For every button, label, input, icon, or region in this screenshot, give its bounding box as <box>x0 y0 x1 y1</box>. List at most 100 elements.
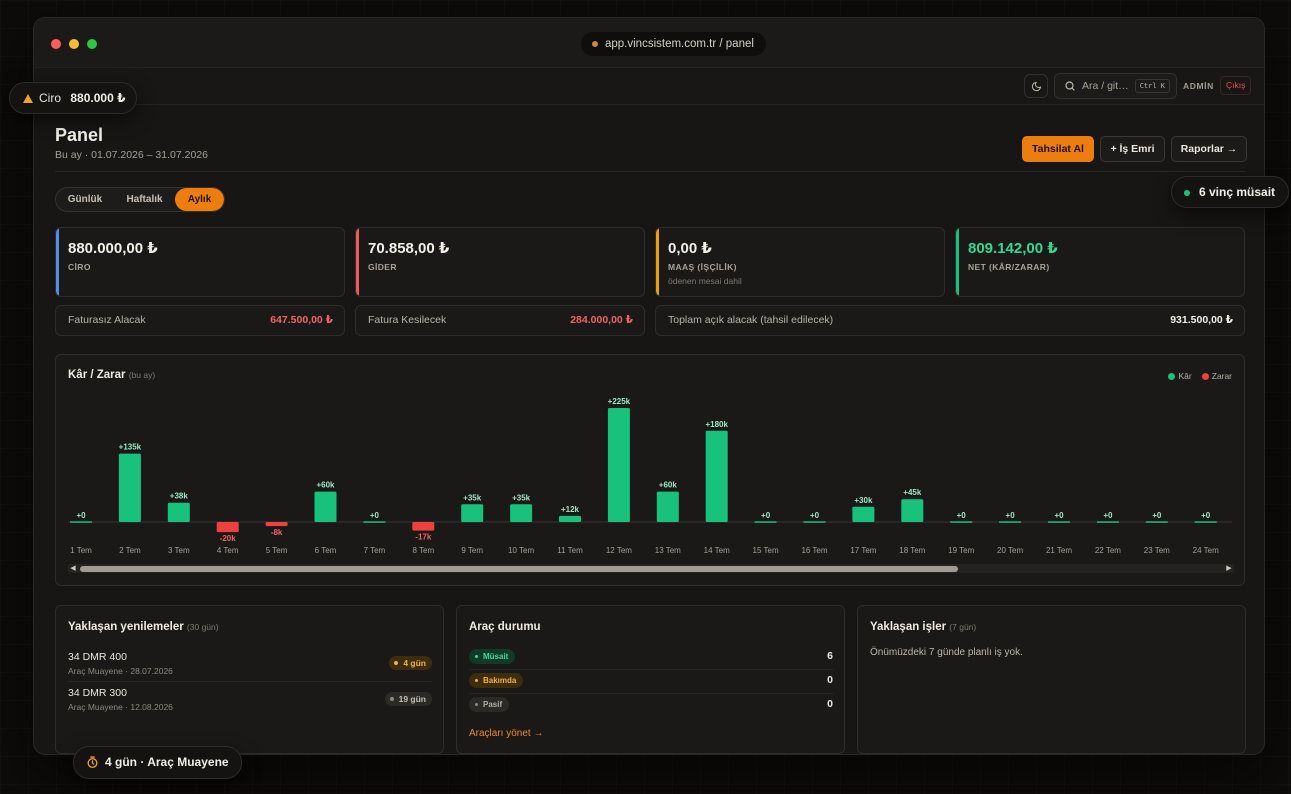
tab-weekly[interactable]: Haftalık <box>126 194 163 205</box>
chart-bar[interactable] <box>70 521 92 523</box>
bar-value-label: +0 <box>1152 511 1162 520</box>
status-count: 6 <box>827 650 833 662</box>
chart-bar[interactable] <box>167 502 190 522</box>
chart-bar[interactable] <box>852 506 875 522</box>
chart-bar[interactable] <box>1096 521 1119 523</box>
chart-bar[interactable] <box>1194 521 1217 523</box>
receivable-value: 284.000,00 ₺ <box>570 314 633 326</box>
chart-bar[interactable] <box>510 504 533 522</box>
tab-daily[interactable]: Günlük <box>67 194 103 205</box>
x-tick-label: 4 Tem <box>217 546 239 555</box>
timer-icon <box>87 756 98 769</box>
scroll-left-arrow-icon[interactable]: ◀ <box>70 565 76 572</box>
bar-value-label: +0 <box>76 511 86 520</box>
receivable-value: 647.500,00 ₺ <box>270 314 333 326</box>
status-row-passive: Pasif 0 <box>469 697 833 713</box>
available-dot-icon <box>1184 190 1190 196</box>
reports-button[interactable]: Raporlar → <box>1171 136 1247 162</box>
bar-value-label: -20k <box>220 534 237 543</box>
vehicle-status-panel: Araç durumu Müsait 6 Bakımda 0 Pasif 0 A… <box>456 605 845 754</box>
bar-value-label: +0 <box>957 511 967 520</box>
page-subtitle: Bu ay · 01.07.2026 – 31.07.2026 <box>55 149 208 161</box>
kpi-accent-bar <box>356 228 359 296</box>
status-label: Pasif <box>483 700 503 709</box>
manage-vehicles-link[interactable]: Araçları yönet → <box>469 728 544 739</box>
receivable-value: 931.500,00 ₺ <box>1170 314 1233 326</box>
x-tick-label: 2 Tem <box>119 546 141 555</box>
chart-bar[interactable] <box>118 453 141 522</box>
list-item[interactable]: 34 DMR 300 Araç Muayene · 12.08.2026 19 … <box>68 687 432 712</box>
chart-bar[interactable] <box>1048 521 1070 523</box>
chart-subtitle: (bu ay) <box>128 370 156 380</box>
chart-bar[interactable] <box>656 491 679 522</box>
logout-button[interactable]: Çıkış <box>1220 76 1252 95</box>
chart-bar[interactable] <box>412 522 435 531</box>
chart-title-text: Kâr / Zarar <box>68 369 126 381</box>
close-window-button[interactable] <box>51 39 61 49</box>
vehicle-status-title: Araç durumu <box>469 621 541 633</box>
renewal-detail: Araç Muayene · 28.07.2026 <box>68 666 173 676</box>
status-dot-icon <box>475 703 478 706</box>
chart-bar[interactable] <box>461 504 484 522</box>
receivable-uninvoiced: Faturasız Alacak 647.500,00 ₺ <box>55 305 345 336</box>
chart-bar[interactable] <box>607 408 630 522</box>
chart-bar[interactable] <box>314 491 337 522</box>
chart-scrollbar[interactable]: ◀ ▶ <box>68 564 1234 573</box>
browser-titlebar: app.vincsistem.com.tr / panel <box>34 18 1264 68</box>
bar-value-label: +0 <box>370 511 380 520</box>
renewals-panel: Yaklaşan yenilemeler (30 gün) 34 DMR 400… <box>55 605 444 754</box>
chart-bar[interactable] <box>901 499 924 522</box>
chart-bar[interactable] <box>803 521 826 523</box>
legend-item-loss: Zarar <box>1201 371 1232 381</box>
available-cranes-text: 6 vinç müsait <box>1199 185 1276 199</box>
chart-bar[interactable] <box>1145 521 1168 523</box>
collect-payment-button[interactable]: Tahsilat Al <box>1022 136 1094 162</box>
chart-bar[interactable] <box>754 521 777 523</box>
bar-value-label: -8k <box>271 528 283 537</box>
chart-bar[interactable] <box>999 521 1022 523</box>
x-tick-label: 17 Tem <box>850 546 876 555</box>
legend-item-profit: Kâr <box>1168 371 1192 381</box>
address-bar[interactable]: app.vincsistem.com.tr / panel <box>581 32 766 56</box>
kpi-accent-bar <box>56 228 59 296</box>
legend-swatch <box>1168 372 1176 380</box>
x-tick-label: 13 Tem <box>655 546 681 555</box>
chart-bar[interactable] <box>705 430 728 522</box>
kpi-label: CİRO <box>68 262 91 272</box>
chart-bar[interactable] <box>950 521 973 523</box>
upcoming-jobs-title: Yaklaşan işler (7 gün) <box>870 621 976 633</box>
chart-bar[interactable] <box>265 522 288 527</box>
tab-monthly[interactable]: Aylık <box>175 188 224 211</box>
scroll-right-arrow-icon[interactable]: ▶ <box>1226 565 1232 572</box>
status-dot-icon <box>475 679 478 682</box>
x-tick-label: 21 Tem <box>1046 546 1072 555</box>
theme-toggle-button[interactable] <box>1024 74 1048 98</box>
bar-value-label: +225k <box>608 397 631 406</box>
page-title: Panel <box>55 125 104 145</box>
maximize-window-button[interactable] <box>87 39 97 49</box>
chart-bar[interactable] <box>363 521 386 523</box>
browser-window: app.vincsistem.com.tr / panel Ara / git…… <box>33 17 1265 755</box>
minimize-window-button[interactable] <box>69 39 79 49</box>
kpi-label: MAAŞ (İŞÇİLİK) <box>668 262 737 272</box>
scroll-thumb[interactable] <box>80 565 958 572</box>
chart-bar[interactable] <box>216 522 239 533</box>
header-divider <box>55 171 1245 172</box>
kpi-expense: 70.858,00 ₺ GİDER <box>355 227 645 297</box>
search-input[interactable]: Ara / git… Ctrl K <box>1054 73 1177 99</box>
days-badge-text: 4 gün <box>403 658 426 668</box>
inspection-due-toast: 4 gün · Araç Muayene <box>73 746 242 779</box>
status-count: 0 <box>827 698 833 710</box>
x-tick-label: 19 Tem <box>948 546 974 555</box>
status-label: Müsait <box>483 652 509 661</box>
badge-dot-icon <box>389 697 394 701</box>
x-tick-label: 3 Tem <box>168 546 190 555</box>
list-item[interactable]: 34 DMR 400 Araç Muayene · 28.07.2026 4 g… <box>68 651 432 676</box>
revenue-toast-value: 880.000 ₺ <box>70 91 126 105</box>
period-switch: Günlük Haftalık Aylık <box>55 187 225 212</box>
status-row-available: Müsait 6 <box>469 649 833 665</box>
upcoming-jobs-subtitle: (7 gün) <box>949 622 977 632</box>
new-work-order-button[interactable]: + İş Emri <box>1100 136 1165 162</box>
kpi-accent-bar <box>656 228 659 296</box>
chart-bar[interactable] <box>559 515 581 522</box>
